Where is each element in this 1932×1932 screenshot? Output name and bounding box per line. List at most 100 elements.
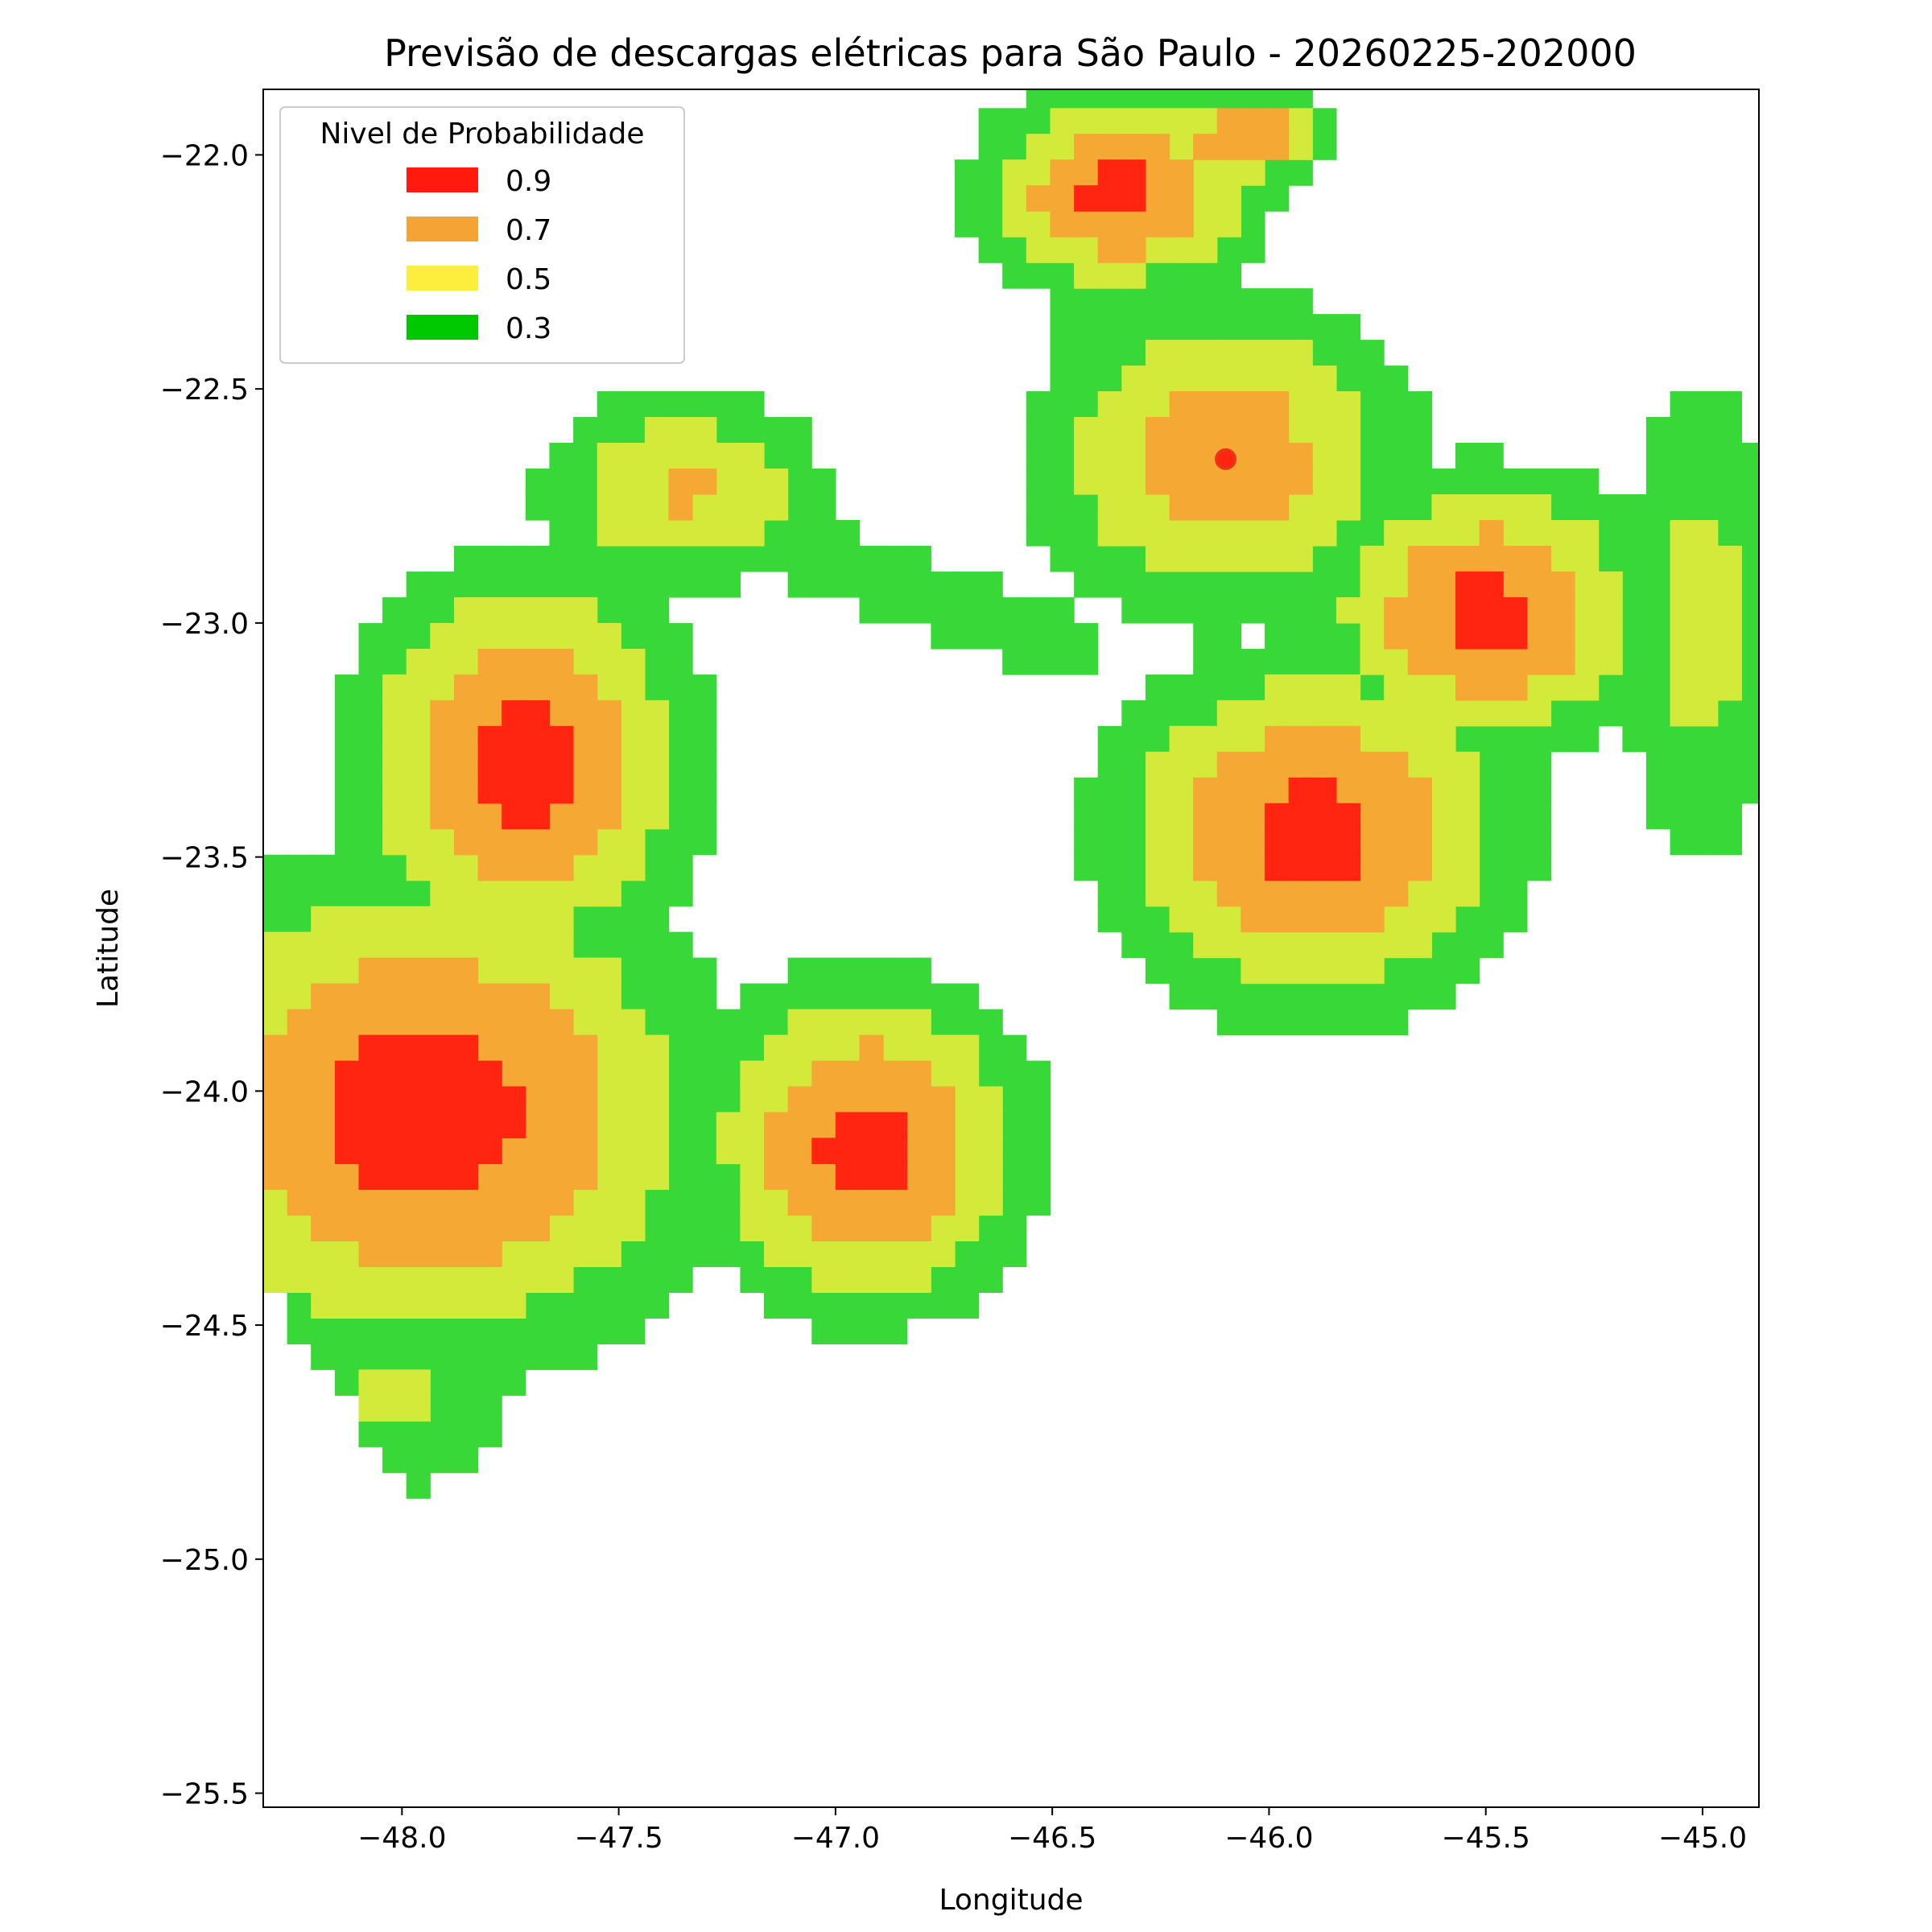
- contour-cell: [1050, 417, 1075, 444]
- contour-cell: [1503, 854, 1528, 881]
- contour-cell: [430, 803, 455, 830]
- contour-cell: [382, 828, 407, 856]
- contour-cell: [1384, 674, 1409, 701]
- contour-cell: [597, 1292, 621, 1319]
- contour-cell: [334, 854, 360, 881]
- contour-cell: [1241, 957, 1265, 985]
- contour-cell: [549, 700, 574, 727]
- contour-cell: [1265, 391, 1290, 418]
- contour-cell: [859, 597, 884, 624]
- contour-cell: [883, 1215, 908, 1241]
- contour-cell: [477, 1163, 502, 1191]
- contour-cell: [334, 1009, 360, 1036]
- contour-level-0.7: [263, 108, 1575, 1267]
- contour-cell: [931, 1215, 956, 1241]
- contour-cell: [430, 1318, 455, 1344]
- contour-cell: [1575, 571, 1600, 598]
- contour-cell: [549, 571, 574, 598]
- plot-frame: [262, 89, 1760, 1808]
- contour-cell: [1312, 828, 1337, 856]
- contour-cell: [1646, 751, 1671, 778]
- contour-cell: [1241, 725, 1265, 753]
- contour-cell: [787, 443, 812, 469]
- contour-cell: [859, 1086, 884, 1113]
- contour-cell: [1503, 777, 1528, 804]
- contour-cell: [502, 880, 526, 907]
- contour-cell: [1288, 108, 1313, 134]
- contour-cell: [1694, 391, 1719, 418]
- y-tick-label: −23.5: [160, 842, 249, 875]
- contour-cell: [1335, 365, 1361, 392]
- contour-cell: [1265, 957, 1290, 985]
- contour-cell: [358, 700, 383, 727]
- contour-cell: [621, 880, 646, 907]
- contour-cell: [931, 1009, 956, 1036]
- contour-cell: [1216, 520, 1241, 547]
- contour-cell: [430, 725, 455, 753]
- contour-cell: [1741, 648, 1759, 675]
- contour-cell: [1335, 314, 1361, 341]
- contour-cell: [1169, 391, 1194, 418]
- contour-cell: [406, 1137, 431, 1165]
- contour-cell: [1241, 314, 1265, 341]
- contour-cell: [978, 1060, 1003, 1088]
- contour-cell: [334, 1086, 360, 1113]
- contour-cell: [1074, 622, 1099, 650]
- contour-cell: [382, 1395, 407, 1422]
- contour-cell: [1002, 648, 1027, 675]
- contour-cell: [1169, 880, 1194, 907]
- contour-cell: [454, 1060, 479, 1088]
- contour-cell: [1360, 674, 1385, 701]
- contour-cell: [382, 1266, 407, 1293]
- contour-cell: [644, 931, 670, 959]
- contour-cell: [1216, 185, 1241, 212]
- contour-cell: [716, 1215, 741, 1241]
- contour-cell: [621, 1009, 646, 1036]
- contour-cell: [358, 751, 383, 778]
- legend-box: [279, 106, 685, 364]
- contour-cell: [525, 674, 550, 701]
- contour-cell: [1550, 700, 1575, 727]
- contour-cell: [644, 777, 670, 804]
- contour-cell: [406, 1215, 431, 1241]
- contour-cell: [334, 674, 360, 701]
- contour-cell: [1265, 1009, 1290, 1036]
- contour-cell: [1002, 1215, 1027, 1241]
- contour-cell: [454, 1344, 479, 1370]
- contour-cell: [1146, 494, 1170, 521]
- contour-cell: [1216, 957, 1241, 985]
- contour-cell: [477, 1034, 502, 1062]
- contour-cell: [1407, 957, 1432, 985]
- contour-cell: [525, 931, 550, 959]
- contour-cell: [334, 1318, 360, 1344]
- contour-cell: [644, 1137, 670, 1165]
- contour-cell: [382, 854, 407, 881]
- contour-cell: [477, 1318, 502, 1344]
- contour-cell: [406, 1421, 431, 1447]
- contour-cell: [1455, 828, 1480, 856]
- contour-cell: [358, 983, 383, 1010]
- contour-cell: [597, 828, 621, 856]
- contour-cell: [906, 1112, 931, 1139]
- contour-cell: [1074, 391, 1099, 418]
- contour-cell: [549, 1086, 574, 1113]
- contour-cell: [668, 417, 693, 444]
- contour-cell: [1622, 597, 1647, 624]
- contour-cell: [406, 1009, 431, 1036]
- contour-cell: [406, 1472, 431, 1499]
- contour-cell: [1384, 597, 1409, 624]
- contour-cell: [406, 1163, 431, 1191]
- contour-cell: [668, 648, 693, 675]
- contour-cell: [764, 545, 789, 572]
- contour-cell: [358, 674, 383, 701]
- contour-cell: [1050, 89, 1075, 109]
- contour-cell: [1026, 622, 1051, 650]
- contour-cell: [334, 931, 360, 959]
- contour-cell: [597, 1163, 621, 1191]
- contour-cell: [1575, 469, 1600, 495]
- contour-cell: [1097, 725, 1122, 753]
- contour-cell: [358, 1009, 383, 1036]
- contour-cell: [1550, 725, 1575, 753]
- contour-cell: [1241, 880, 1265, 907]
- contour-cell: [1431, 674, 1456, 701]
